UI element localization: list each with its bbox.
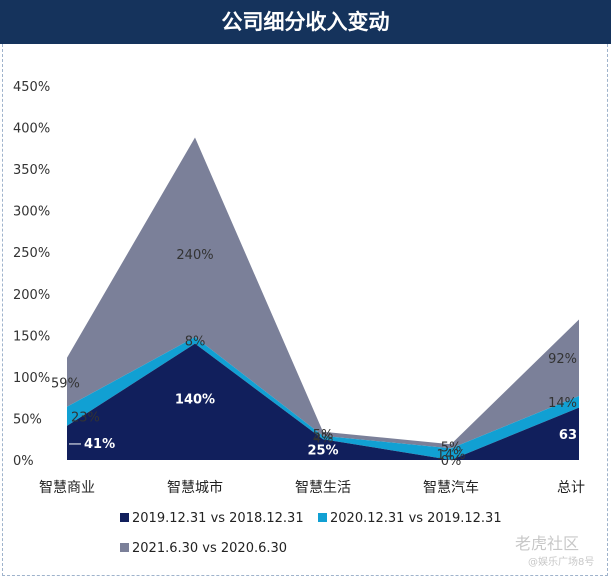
legend-label: 2019.12.31 vs 2018.12.31 <box>132 511 304 526</box>
y-tick-label: 50% <box>13 412 42 427</box>
data-label: 23% <box>71 410 100 425</box>
chart-title: 公司细分收入变动 <box>0 0 611 44</box>
series-areas <box>67 137 579 460</box>
series-area-1 <box>67 343 579 460</box>
data-label: 0% <box>441 454 462 469</box>
y-tick-label: 300% <box>13 205 50 220</box>
legend-swatch <box>120 543 129 552</box>
y-tick-label: 350% <box>13 163 50 178</box>
legend-swatch <box>120 513 129 522</box>
data-label: 25% <box>307 444 338 459</box>
data-label: 63 <box>559 428 577 443</box>
y-tick-label: 450% <box>13 80 50 95</box>
y-tick-label: 100% <box>13 371 50 386</box>
series-area-3 <box>67 137 579 449</box>
legend-label: 2021.6.30 vs 2020.6.30 <box>132 541 287 556</box>
data-labels: 41% 140% 25% 0% 63 23% 8% 4% 14% 14% 59% 240% 5% 5% 92… <box>51 248 577 469</box>
legend-label: 2020.12.31 vs 2019.12.31 <box>330 511 502 526</box>
x-category-label: 智慧汽车 <box>423 479 479 496</box>
y-tick-label: 150% <box>13 329 50 344</box>
data-label: 140% <box>175 393 215 408</box>
chart-frame <box>2 44 608 576</box>
x-category-label: 智慧城市 <box>167 479 223 496</box>
data-label: 92% <box>548 352 577 367</box>
y-axis-ticks: 0% 50% 100% 150% 200% 250% 300% 350% 400% 450% <box>13 80 50 469</box>
data-label: 5% <box>441 440 462 455</box>
x-category-label: 总计 <box>557 480 585 496</box>
x-category-label: 智慧生活 <box>295 480 351 496</box>
data-label: 5% <box>313 428 334 443</box>
y-tick-label: 250% <box>13 246 50 261</box>
legend: 2019.12.31 vs 2018.12.31 2020.12.31 vs 20… <box>120 511 502 556</box>
data-label: 14% <box>437 448 466 463</box>
y-tick-label: 400% <box>13 122 50 137</box>
data-label: 240% <box>176 248 213 263</box>
legend-swatch <box>318 513 327 522</box>
data-label: 4% <box>313 432 334 447</box>
data-label: 8% <box>185 334 206 349</box>
y-tick-label: 200% <box>13 288 50 303</box>
data-label: 59% <box>51 376 80 391</box>
watermark: 老虎社区 <box>515 534 580 553</box>
data-label: 41% <box>84 437 115 452</box>
data-label: 14% <box>548 396 577 411</box>
x-axis-categories: 智慧商业 智慧城市 智慧生活 智慧汽车 总计 <box>39 479 585 496</box>
y-tick-label: 0% <box>13 454 34 469</box>
x-category-label: 智慧商业 <box>39 480 95 496</box>
watermark-sub: @娱乐广场8号 <box>528 557 595 568</box>
